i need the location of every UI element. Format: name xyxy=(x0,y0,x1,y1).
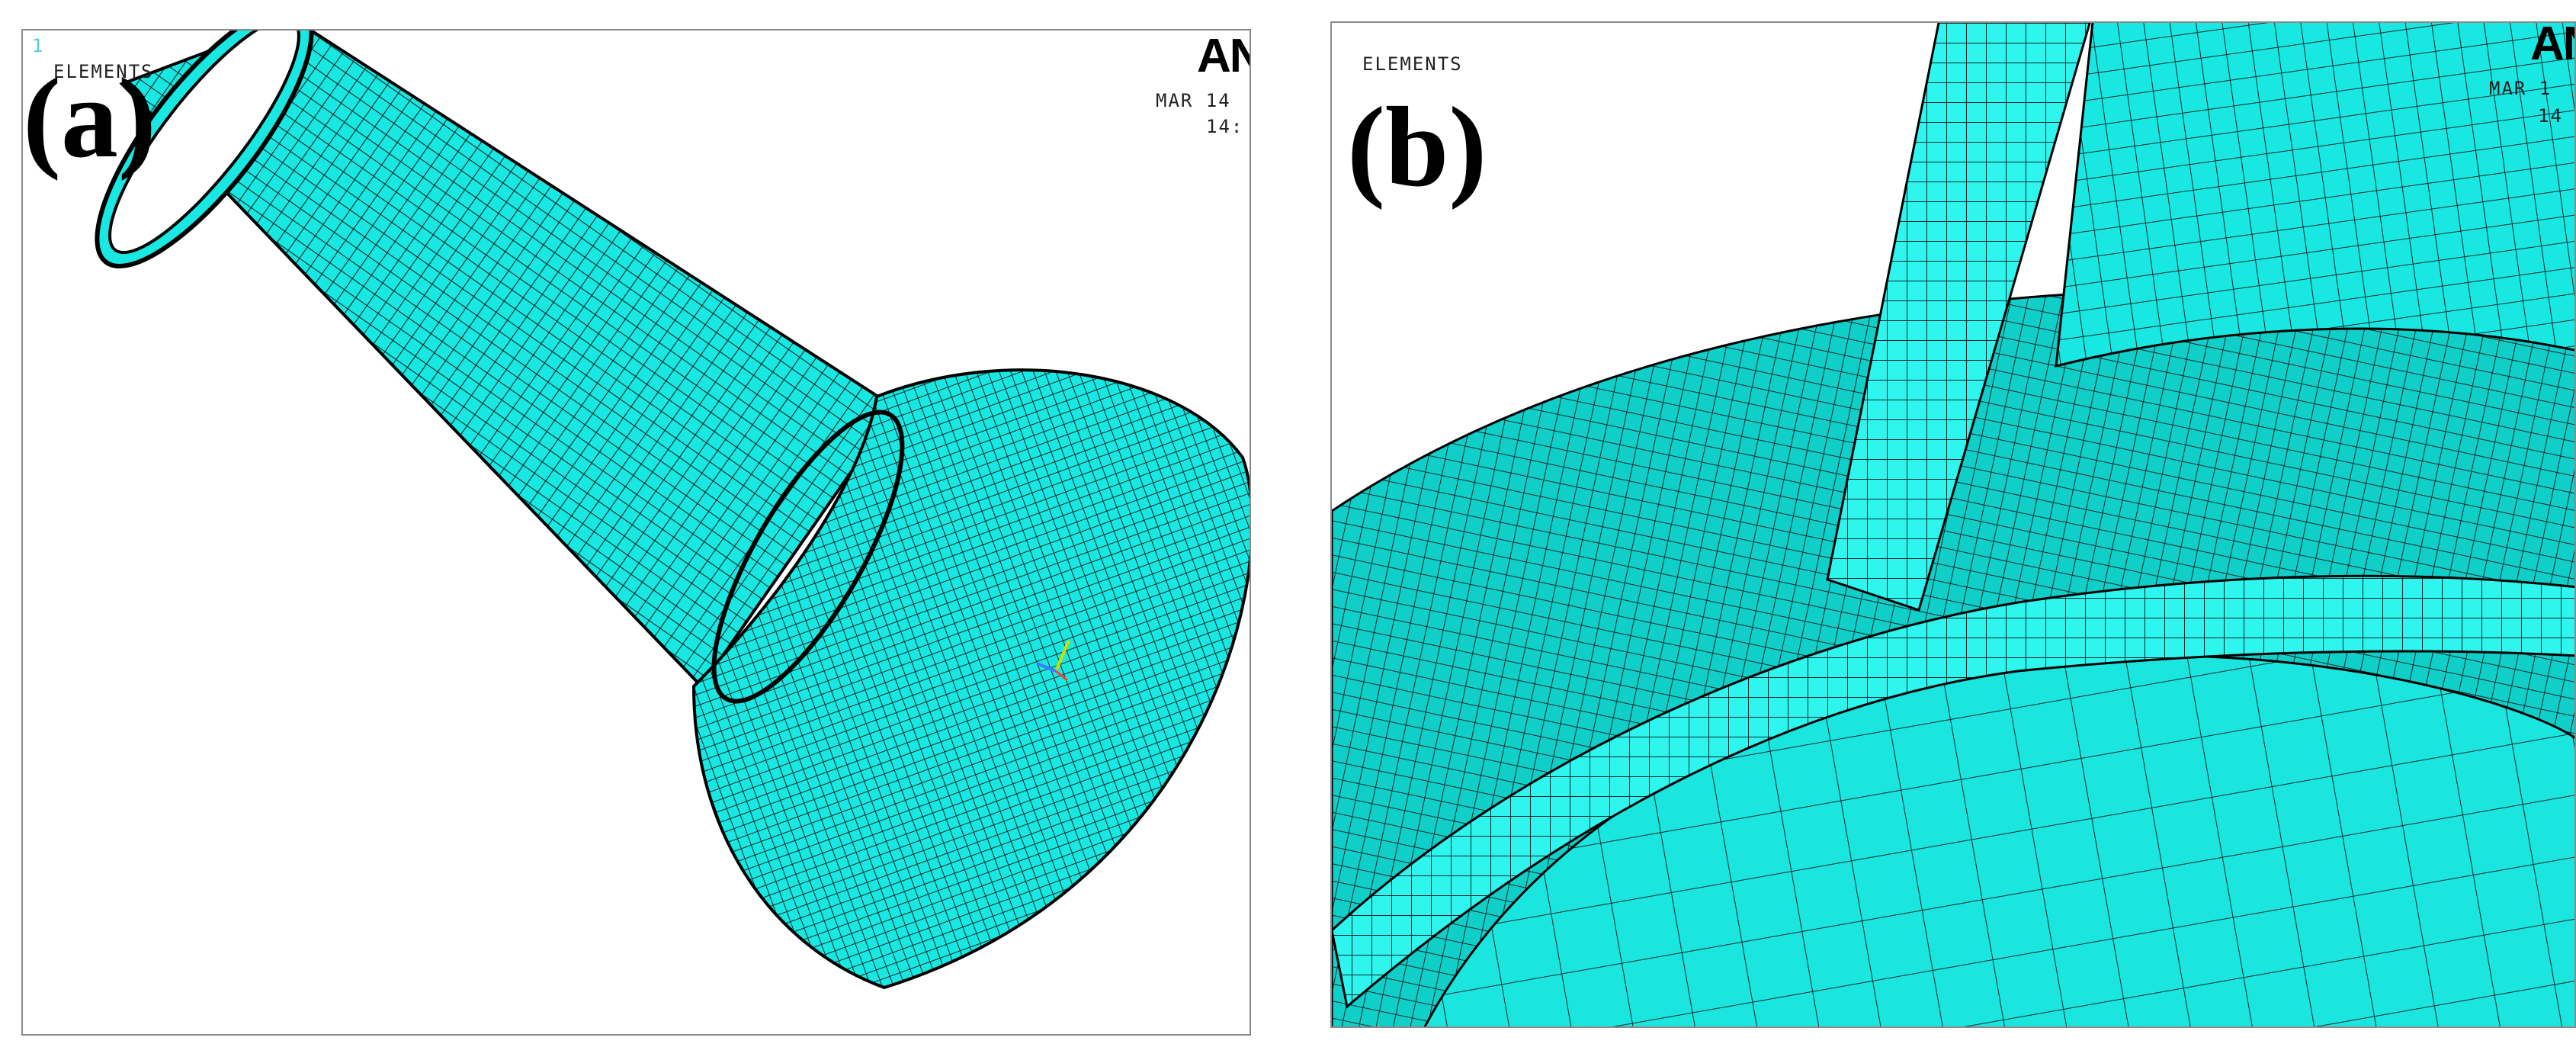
ansys-logo: AN xyxy=(2530,21,2574,70)
panel-a-graphics-window: 1 ELEMENTS (a) AN MAR 14 14: xyxy=(21,29,1251,1036)
pipe-inner-surface xyxy=(2055,23,2574,368)
junction-ring xyxy=(711,410,905,704)
plot-type-label: ELEMENTS xyxy=(1362,53,1463,75)
ansys-logo: AN xyxy=(1197,30,1250,82)
junction-closeup-mesh xyxy=(1332,23,2574,1026)
panel-letter-b: (b) xyxy=(1347,84,1487,210)
plot-date: MAR 14 xyxy=(1156,90,1231,111)
nozzle-mesh-model xyxy=(95,31,1250,990)
panel-letter-a: (a) xyxy=(23,55,156,181)
window-number: 1 xyxy=(32,35,45,56)
panel-b-graphics-window: ELEMENTS (b) AN MAR 1 14 xyxy=(1330,21,2576,1028)
pipe-wall xyxy=(1826,23,2091,612)
plot-time: 14: xyxy=(1206,116,1244,137)
plot-time: 14 xyxy=(2538,105,2563,127)
coordinate-triad xyxy=(1036,640,1070,682)
plot-date: MAR 1 xyxy=(2489,78,2552,99)
bell-surface xyxy=(691,368,1250,990)
plot-type-label: ELEMENTS xyxy=(53,61,154,82)
thickness-band xyxy=(1332,574,2574,1009)
